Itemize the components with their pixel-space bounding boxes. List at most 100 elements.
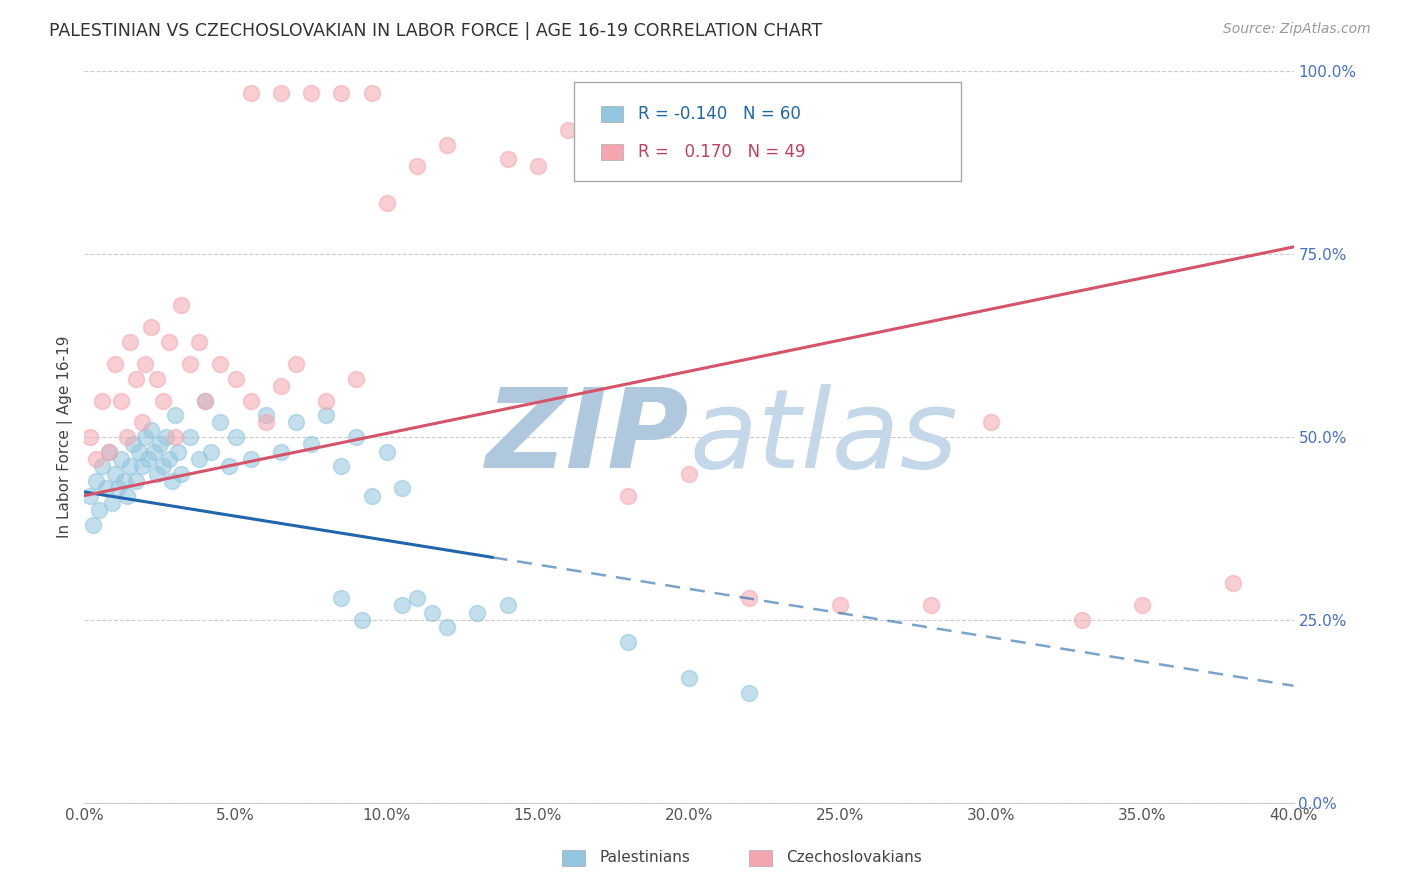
Point bbox=[360, 489, 382, 503]
Point bbox=[167, 444, 190, 458]
Point bbox=[179, 430, 201, 444]
Point bbox=[678, 672, 700, 686]
FancyBboxPatch shape bbox=[600, 106, 623, 122]
Point bbox=[115, 430, 138, 444]
Point bbox=[436, 137, 458, 152]
Point bbox=[94, 481, 117, 495]
Point bbox=[420, 606, 443, 620]
Point bbox=[86, 474, 108, 488]
Point bbox=[121, 437, 143, 451]
Point bbox=[112, 474, 135, 488]
Point bbox=[209, 357, 232, 371]
Point bbox=[617, 489, 640, 503]
Point bbox=[467, 606, 489, 620]
Point bbox=[239, 87, 262, 101]
Point bbox=[391, 599, 413, 613]
Point bbox=[299, 87, 322, 101]
Point bbox=[738, 686, 761, 700]
Point bbox=[104, 467, 127, 481]
Point bbox=[225, 371, 247, 385]
Point bbox=[125, 371, 148, 385]
Point bbox=[588, 137, 610, 152]
Point bbox=[131, 416, 153, 430]
FancyBboxPatch shape bbox=[574, 82, 962, 181]
Point bbox=[188, 334, 211, 349]
FancyBboxPatch shape bbox=[600, 144, 623, 160]
Point bbox=[79, 430, 101, 444]
Point bbox=[346, 430, 368, 444]
Point bbox=[115, 489, 138, 503]
Point bbox=[179, 357, 201, 371]
Point bbox=[375, 444, 398, 458]
Point bbox=[285, 416, 308, 430]
Point bbox=[131, 459, 153, 474]
Point bbox=[406, 591, 429, 605]
Point bbox=[118, 334, 141, 349]
Text: ZIP: ZIP bbox=[485, 384, 689, 491]
Text: Palestinians: Palestinians bbox=[599, 850, 690, 865]
Point bbox=[617, 635, 640, 649]
Point bbox=[118, 459, 141, 474]
Point bbox=[97, 444, 120, 458]
Point bbox=[136, 452, 159, 467]
Point bbox=[360, 87, 382, 101]
Point bbox=[496, 599, 519, 613]
Point bbox=[157, 334, 180, 349]
Point bbox=[375, 196, 398, 211]
Point bbox=[160, 474, 183, 488]
Point bbox=[128, 444, 150, 458]
Point bbox=[91, 393, 114, 408]
Point bbox=[270, 444, 292, 458]
Point bbox=[142, 444, 165, 458]
Point bbox=[980, 416, 1002, 430]
Point bbox=[157, 452, 180, 467]
Point bbox=[285, 357, 308, 371]
Point bbox=[134, 357, 156, 371]
Point bbox=[104, 357, 127, 371]
Point bbox=[91, 459, 114, 474]
Point bbox=[352, 613, 374, 627]
Text: R =   0.170   N = 49: R = 0.170 N = 49 bbox=[638, 143, 806, 161]
Point bbox=[170, 467, 193, 481]
FancyBboxPatch shape bbox=[749, 849, 772, 866]
Point bbox=[1132, 599, 1154, 613]
Point bbox=[527, 160, 550, 174]
Point bbox=[678, 467, 700, 481]
Point bbox=[200, 444, 222, 458]
Point bbox=[188, 452, 211, 467]
Point bbox=[155, 430, 177, 444]
Point bbox=[315, 393, 337, 408]
Point bbox=[391, 481, 413, 495]
Point bbox=[299, 437, 322, 451]
Text: atlas: atlas bbox=[689, 384, 957, 491]
Point bbox=[82, 517, 104, 532]
Point bbox=[194, 393, 217, 408]
Point bbox=[496, 152, 519, 166]
Point bbox=[254, 408, 277, 422]
Point bbox=[165, 408, 187, 422]
Point bbox=[110, 393, 132, 408]
Point bbox=[209, 416, 232, 430]
Point bbox=[107, 481, 129, 495]
Point bbox=[436, 620, 458, 634]
Point bbox=[79, 489, 101, 503]
Text: Source: ZipAtlas.com: Source: ZipAtlas.com bbox=[1223, 22, 1371, 37]
Y-axis label: In Labor Force | Age 16-19: In Labor Force | Age 16-19 bbox=[58, 335, 73, 539]
Point bbox=[146, 467, 169, 481]
Point bbox=[315, 408, 337, 422]
Point bbox=[270, 379, 292, 393]
Point bbox=[330, 591, 353, 605]
Point bbox=[346, 371, 368, 385]
Text: R = -0.140   N = 60: R = -0.140 N = 60 bbox=[638, 104, 800, 123]
Point bbox=[239, 393, 262, 408]
Point bbox=[1222, 576, 1244, 591]
Point bbox=[149, 437, 172, 451]
Point bbox=[830, 599, 852, 613]
Text: Czechoslovakians: Czechoslovakians bbox=[786, 850, 922, 865]
Point bbox=[225, 430, 247, 444]
Point bbox=[89, 503, 111, 517]
Point bbox=[152, 393, 174, 408]
Point bbox=[139, 423, 162, 437]
Point bbox=[152, 459, 174, 474]
Point bbox=[97, 444, 120, 458]
